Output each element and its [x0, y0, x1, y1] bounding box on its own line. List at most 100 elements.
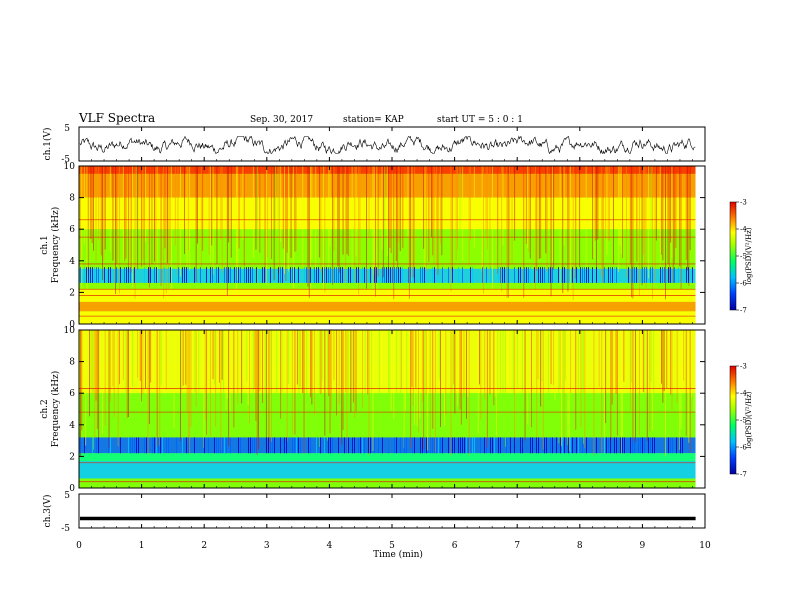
- spectrogram-streak: [341, 330, 343, 445]
- spectrogram-streak: [315, 166, 317, 270]
- spectrogram-streak: [91, 166, 93, 243]
- spectrogram-low-streak: [474, 437, 475, 454]
- spectrogram-streak: [186, 330, 188, 412]
- spectrogram-streak: [355, 166, 357, 257]
- spectrogram-streak: [665, 166, 666, 300]
- spectrogram-streak: [180, 166, 181, 277]
- spectrogram-streak: [536, 166, 538, 271]
- spectrogram-low-streak: [616, 267, 617, 283]
- spectrogram-low-streak: [538, 437, 539, 454]
- spectrogram-streak: [311, 166, 313, 260]
- spectrogram-low-streak: [324, 267, 325, 283]
- spectrogram-streak: [310, 330, 311, 398]
- spectrogram-low-streak: [580, 267, 581, 283]
- spectrogram-low-streak: [402, 267, 403, 283]
- spectrogram-low-streak: [632, 267, 633, 283]
- spectrogram-streak: [299, 330, 301, 388]
- spectrogram-low-streak: [672, 437, 673, 454]
- spectrogram-low-streak: [432, 267, 433, 283]
- spectrogram-streak: [351, 330, 353, 407]
- spectrogram-band: [79, 268, 696, 283]
- spectrogram-ytick-label: 2: [69, 452, 75, 462]
- spectrogram-streak: [675, 166, 677, 249]
- spectrogram-streak: [337, 166, 339, 266]
- spectrogram-streak: [375, 166, 376, 297]
- spectrogram-streak: [295, 166, 297, 252]
- spectrogram-streak: [333, 166, 335, 252]
- header-station: station= KAP: [343, 115, 404, 125]
- spectrogram-low-streak: [188, 437, 189, 454]
- spectrogram-low-streak: [356, 267, 357, 283]
- spectrogram-low-streak: [340, 267, 341, 283]
- spectrogram-low-streak: [362, 437, 363, 454]
- spectrogram-streak: [155, 166, 157, 263]
- spectrogram-streak: [570, 330, 571, 394]
- spectrogram-low-streak: [670, 267, 671, 283]
- spectrogram-low-streak: [622, 437, 623, 454]
- spectrogram-streak: [484, 330, 486, 400]
- spectrogram-streak: [553, 166, 555, 270]
- spectrogram-low-streak: [160, 437, 161, 454]
- spectrogram-band: [79, 282, 696, 290]
- spectrogram-streak: [134, 166, 136, 299]
- spectrogram-low-streak: [642, 437, 643, 454]
- spectrogram-low-streak: [454, 437, 455, 454]
- spectrogram-low-streak: [424, 267, 425, 283]
- spectrogram-streak: [311, 330, 313, 405]
- spectrogram-low-streak: [392, 267, 393, 283]
- spectrogram-low-streak: [424, 437, 425, 454]
- spectrogram-low-streak: [608, 267, 609, 283]
- spectrogram-streak: [81, 166, 83, 296]
- spectrogram-streak: [399, 330, 401, 417]
- spectrogram-low-streak: [472, 267, 473, 283]
- spectrogram-streak: [329, 166, 331, 247]
- spectrogram-streak: [90, 330, 92, 388]
- spectrogram-streak: [468, 166, 470, 265]
- spectrogram-low-streak: [520, 267, 521, 283]
- spectrogram-low-streak: [324, 437, 325, 454]
- spectrogram-low-streak: [326, 267, 327, 283]
- ch1-spectrogram-image: [79, 166, 705, 324]
- spectrogram-low-streak: [564, 437, 565, 454]
- spectrogram-low-streak: [464, 437, 465, 454]
- spectrogram-low-streak: [550, 267, 551, 283]
- spectrogram-low-streak: [94, 267, 95, 283]
- spectrogram-streak: [323, 166, 324, 290]
- spectrogram-streak: [527, 166, 529, 249]
- spectrogram-streak: [402, 166, 404, 249]
- spectrogram-streak: [629, 166, 631, 265]
- spectrogram-streak: [579, 166, 581, 267]
- spectrogram-low-streak: [240, 437, 241, 454]
- spectrogram-band: [79, 437, 696, 454]
- spectrogram-streak: [479, 330, 480, 385]
- spectrogram-streak: [459, 166, 461, 253]
- spectrogram-streak: [670, 166, 672, 243]
- colorbar-tick-label: -4: [740, 390, 747, 398]
- spectrogram-low-streak: [540, 267, 541, 283]
- spectrogram-low-streak: [130, 437, 131, 454]
- spectrogram-low-streak: [248, 267, 249, 283]
- spectrogram-low-streak: [138, 437, 139, 454]
- spectrogram-low-streak: [614, 267, 615, 283]
- spectrogram-streak: [115, 166, 116, 295]
- spectrogram-low-streak: [184, 267, 185, 283]
- spectrogram-streak: [220, 166, 222, 240]
- spectrogram-low-streak: [224, 437, 225, 454]
- spectrogram-streak: [180, 330, 181, 442]
- spectrogram-streak: [186, 166, 188, 266]
- spectrogram-streak: [410, 330, 412, 449]
- spectrogram-streak: [453, 330, 454, 385]
- spectrogram-streak: [379, 330, 380, 411]
- spectrogram-streak: [135, 166, 137, 266]
- spectrogram-low-streak: [294, 437, 295, 454]
- spectrogram-low-streak: [438, 437, 439, 454]
- spectrogram-streak: [405, 330, 406, 411]
- spectrogram-low-streak: [552, 267, 553, 283]
- spectrogram-streak: [226, 166, 228, 296]
- spectrogram-streak: [202, 166, 204, 251]
- spectrogram-low-streak: [226, 437, 227, 454]
- ch2-spectrogram-ylabel-frequency: Frequency (kHz): [50, 371, 61, 448]
- colorbar-tick-label: -5: [740, 417, 747, 425]
- spectrogram-streak: [434, 330, 436, 453]
- spectrogram-streak: [182, 330, 184, 386]
